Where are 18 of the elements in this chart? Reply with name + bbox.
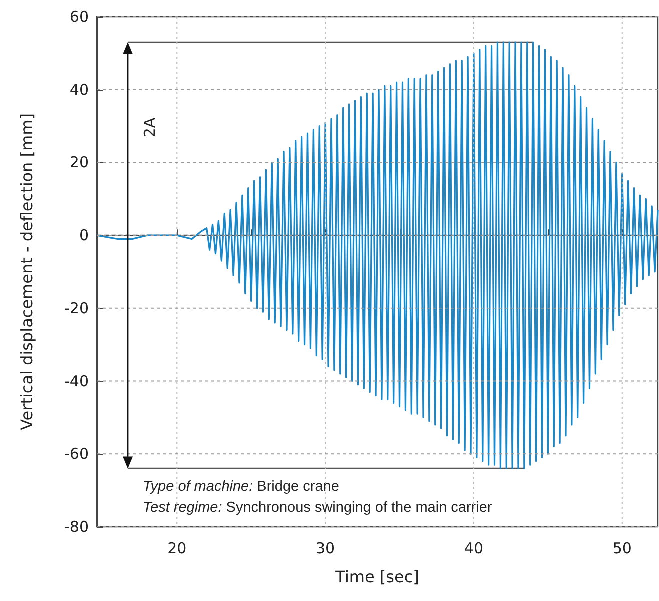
x-tick-label: 30 (316, 540, 336, 558)
y-tick-label: -20 (64, 299, 89, 318)
line-series (96, 42, 659, 470)
x-tick-label: 20 (168, 540, 187, 558)
y-tick-label: -80 (64, 518, 89, 536)
annotation: Test regime: Synchronous swinging of the main carrier (143, 500, 492, 516)
x-tick-label: 40 (464, 540, 484, 558)
annotation: 2A (141, 117, 159, 138)
y-tick-label: -40 (64, 372, 89, 390)
y-tick-label: 40 (70, 80, 89, 99)
annotation: Type of machine: Bridge crane (143, 479, 340, 495)
y-axis-title: Vertical displacement - deflection [mm] (18, 114, 36, 430)
x-axis-title: Time [sec] (334, 568, 420, 586)
x-tick-label: 50 (612, 540, 632, 558)
y-tick-label: 60 (70, 8, 89, 26)
y-tick-label: -60 (64, 445, 89, 464)
y-tick-label: 0 (79, 226, 89, 245)
y-tick-label: 20 (70, 154, 89, 172)
